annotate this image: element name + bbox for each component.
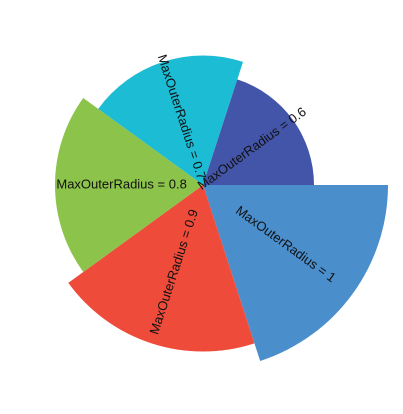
pie-slice-label-2: MaxOuterRadius = 0.8 [56, 176, 186, 191]
pie-slice-4 [203, 79, 314, 185]
pie-slices [54, 55, 388, 361]
pie-slice-1 [68, 185, 255, 352]
pie-slice-0 [203, 185, 388, 361]
pie-slice-3 [98, 55, 244, 185]
pie-slice-2 [54, 98, 203, 272]
